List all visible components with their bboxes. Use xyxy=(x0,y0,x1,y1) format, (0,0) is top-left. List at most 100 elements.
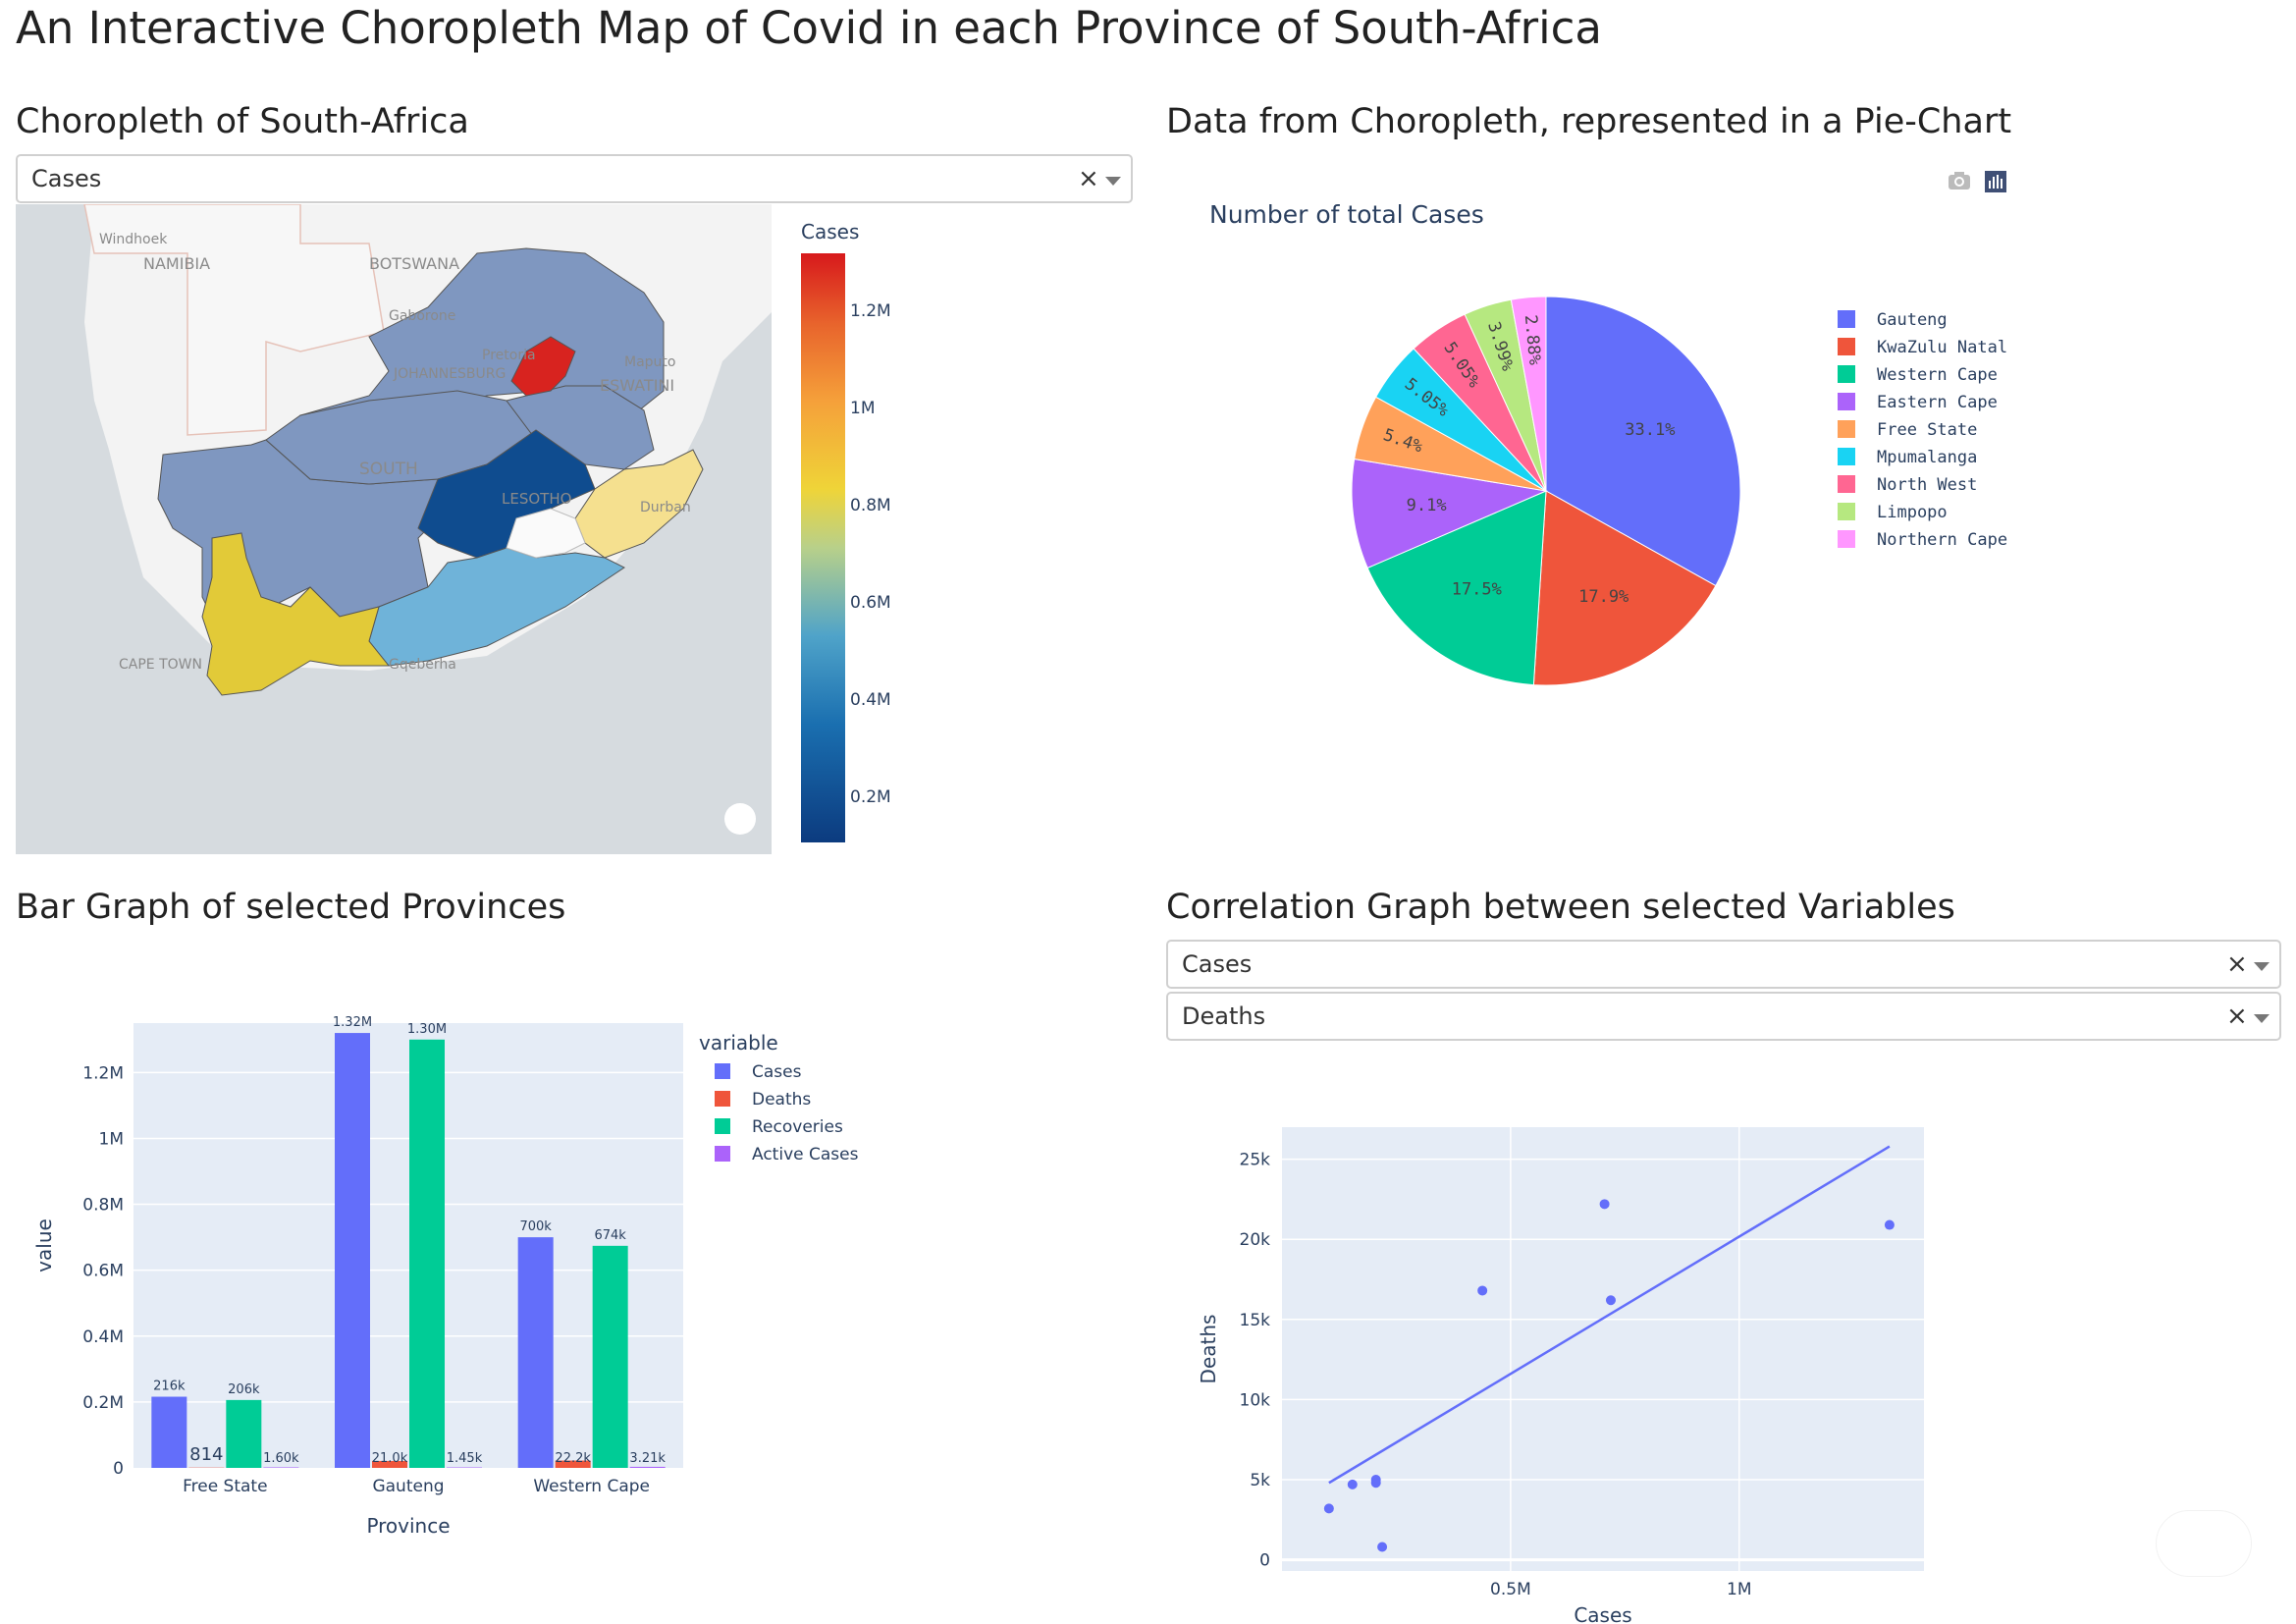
x-tick-label: 1M xyxy=(1727,1580,1751,1599)
legend-item[interactable]: Limpopo xyxy=(1877,503,1948,522)
chevron-down-icon[interactable] xyxy=(2254,962,2269,971)
x-tick-label: 0.5M xyxy=(1490,1580,1531,1599)
pie-chart[interactable]: 33.1%17.9%17.5%9.1%5.4%5.05%5.05% 3.99% 2.… xyxy=(1335,275,2179,707)
bar-data-label: 1.45k xyxy=(447,1451,483,1466)
legend-item[interactable]: Free State xyxy=(1877,420,1977,440)
map-control-button[interactable] xyxy=(724,803,756,835)
legend-item[interactable]: Cases xyxy=(752,1062,802,1082)
map-label: LESOTHO xyxy=(502,490,571,508)
page-title: An Interactive Choropleth Map of Covid i… xyxy=(16,2,1602,54)
bar-section-title: Bar Graph of selected Provinces xyxy=(16,888,566,927)
x-tick-label: Gauteng xyxy=(372,1477,444,1496)
scatter-point[interactable] xyxy=(1377,1542,1388,1552)
colorbar-tick: 1.2M xyxy=(850,301,891,321)
bar-data-label: 1.30M xyxy=(407,1022,447,1037)
bar[interactable] xyxy=(517,1237,554,1468)
pie-slice[interactable] xyxy=(1351,458,1548,569)
legend-item[interactable]: Gauteng xyxy=(1877,310,1948,330)
map-place-labels: Windhoek NAMIBIA BOTSWANA Gaborone Preto… xyxy=(99,232,691,673)
legend-swatch xyxy=(1838,338,1855,355)
legend-item[interactable]: Recoveries xyxy=(752,1117,843,1137)
map-label: BOTSWANA xyxy=(369,254,459,273)
y-tick-label: 1.2M xyxy=(82,1063,124,1083)
map-label: Maputo xyxy=(624,354,675,370)
legend-swatch xyxy=(1838,448,1855,465)
bar[interactable] xyxy=(409,1039,445,1468)
dropdown-value: Cases xyxy=(31,165,102,192)
x-axis-title: Cases xyxy=(1574,1603,1631,1624)
pie-slice[interactable] xyxy=(1545,296,1741,587)
legend-item[interactable]: Deaths xyxy=(752,1090,811,1110)
province-eastern-cape[interactable] xyxy=(368,547,625,667)
y-tick-label: 0.2M xyxy=(82,1393,124,1413)
floating-action-button[interactable] xyxy=(2156,1510,2252,1577)
y-tick-label: 0 xyxy=(1259,1551,1270,1571)
clear-icon[interactable]: × xyxy=(1078,164,1099,193)
bar[interactable] xyxy=(335,1033,370,1468)
bar[interactable] xyxy=(151,1396,187,1468)
pie-slice-label: 33.1% xyxy=(1625,420,1675,440)
province-gauteng[interactable] xyxy=(510,336,576,397)
bar[interactable] xyxy=(629,1466,666,1468)
plot-background xyxy=(1282,1127,1924,1571)
y-tick-label: 0.6M xyxy=(82,1262,124,1281)
clear-icon[interactable]: × xyxy=(2226,949,2248,979)
pie-slice[interactable] xyxy=(1532,490,1717,686)
chevron-down-icon[interactable] xyxy=(2254,1014,2269,1023)
legend-item[interactable]: North West xyxy=(1877,475,1977,495)
plotly-bar-icon[interactable] xyxy=(1985,171,2006,192)
pie-slice-label: 17.5% xyxy=(1452,579,1502,599)
legend-item[interactable]: Mpumalanga xyxy=(1877,448,1977,467)
colorbar-tick: 0.2M xyxy=(850,787,891,807)
province-western-cape[interactable] xyxy=(201,532,391,696)
corr-x-dropdown[interactable]: Cases × xyxy=(1166,940,2281,989)
map-label: JOHANNESBURG xyxy=(393,366,506,382)
scatter-chart[interactable]: 0 5k 10k 15k 20k 25k 0.5M 1M Cases Deaths xyxy=(1166,1110,2148,1624)
legend-title: variable xyxy=(699,1031,778,1055)
pie-slice[interactable] xyxy=(1510,296,1547,492)
clear-icon[interactable]: × xyxy=(2226,1001,2248,1031)
y-tick-label: 15k xyxy=(1240,1311,1271,1330)
scatter-point[interactable] xyxy=(1599,1199,1610,1210)
bar[interactable] xyxy=(592,1245,628,1468)
bar-data-label: 674k xyxy=(594,1228,626,1243)
bar-data-label: 216k xyxy=(153,1380,186,1394)
pie-slice[interactable] xyxy=(1366,490,1547,686)
x-tick-label: Free State xyxy=(183,1477,267,1496)
camera-icon[interactable] xyxy=(1949,172,1970,189)
scatter-point[interactable] xyxy=(1477,1285,1488,1296)
legend-swatch xyxy=(1838,475,1855,493)
scatter-point[interactable] xyxy=(1370,1478,1381,1489)
scatter-point[interactable] xyxy=(1884,1219,1895,1230)
pie-slice-label: 9.1% xyxy=(1407,496,1447,515)
colorbar xyxy=(801,253,845,842)
trendline[interactable] xyxy=(1328,1145,1891,1485)
scatter-point[interactable] xyxy=(1323,1503,1334,1514)
legend-item[interactable]: Western Cape xyxy=(1877,365,1998,385)
map-variable-dropdown[interactable]: Cases × xyxy=(16,154,1133,203)
bar-data-label: 1.32M xyxy=(333,1015,372,1030)
corr-y-dropdown[interactable]: Deaths × xyxy=(1166,992,2281,1041)
choropleth-map[interactable]: Windhoek NAMIBIA BOTSWANA Gaborone Preto… xyxy=(16,204,1168,854)
bar[interactable] xyxy=(372,1460,407,1468)
legend-item[interactable]: Northern Cape xyxy=(1877,530,2007,550)
map-label: NAMIBIA xyxy=(143,254,210,273)
colorbar-title: Cases xyxy=(801,220,859,244)
legend-item[interactable]: Active Cases xyxy=(752,1145,859,1164)
legend-swatch xyxy=(715,1063,730,1079)
bar-chart[interactable]: 0 0.2M 0.4M 0.6M 0.8M 1M 1.2M 216k 814 206k 1.60k F… xyxy=(16,992,997,1551)
bar[interactable] xyxy=(226,1399,262,1468)
legend-item[interactable]: KwaZulu Natal xyxy=(1877,338,2007,357)
legend-item[interactable]: Eastern Cape xyxy=(1877,393,1998,412)
bar-data-label: 22.2k xyxy=(555,1451,591,1466)
corr-section-title: Correlation Graph between selected Varia… xyxy=(1166,888,1955,927)
map-label: Gqeberha xyxy=(389,657,456,673)
legend-swatch xyxy=(1838,530,1855,548)
scatter-point[interactable] xyxy=(1347,1479,1358,1489)
chevron-down-icon[interactable] xyxy=(1105,177,1121,186)
bar[interactable] xyxy=(555,1460,591,1468)
legend-swatch xyxy=(715,1146,730,1162)
scatter-point[interactable] xyxy=(1605,1295,1616,1306)
y-tick-label: 0 xyxy=(113,1459,124,1479)
bar[interactable] xyxy=(263,1467,299,1468)
